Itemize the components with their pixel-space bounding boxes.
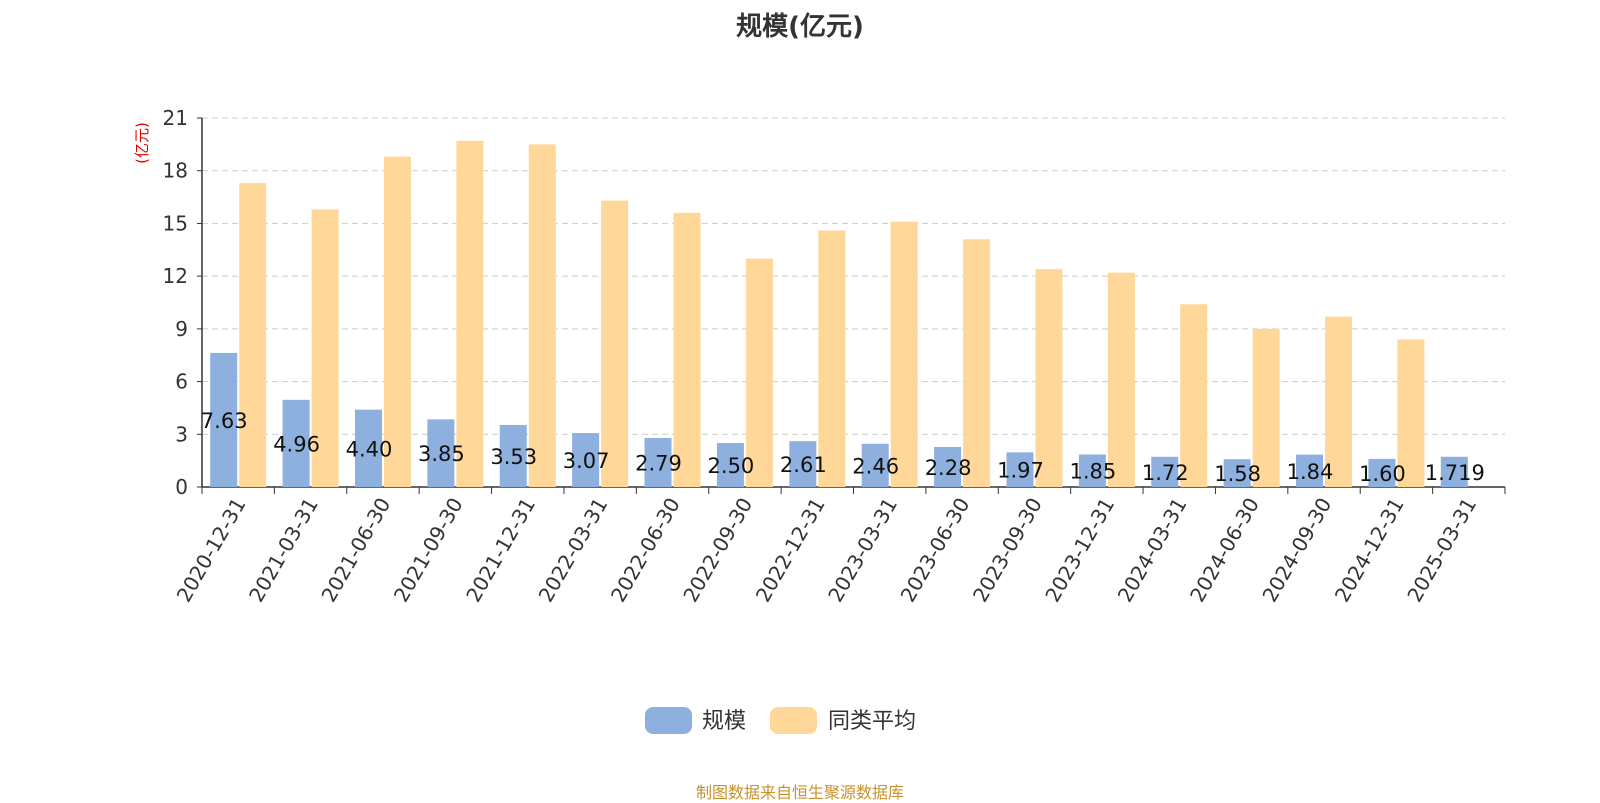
bar-scale	[572, 433, 600, 487]
x-tick-label: 2025-03-31	[1402, 494, 1481, 607]
source-note: 制图数据来自恒生聚源数据库	[695, 783, 904, 802]
bar-scale	[789, 441, 817, 487]
legend-swatch-peer-average	[770, 707, 817, 734]
bar-scale	[210, 352, 238, 487]
y-tick-label: 12	[163, 264, 188, 288]
bar-peer-average	[963, 239, 991, 487]
data-label-scale: 2.50	[708, 454, 755, 478]
bar-scale	[934, 446, 962, 487]
x-tick-label: 2024-09-30	[1257, 494, 1336, 607]
bar-scale	[1296, 454, 1324, 487]
bar-peer-average	[1397, 339, 1425, 487]
y-tick-label: 15	[163, 211, 188, 235]
bar-peer-average	[1180, 304, 1208, 487]
data-label-scale: 1.58	[1214, 462, 1261, 486]
x-tick-label: 2022-12-31	[751, 494, 830, 607]
bar-scale	[354, 409, 382, 487]
x-tick-label: 2022-09-30	[678, 494, 757, 607]
y-tick-label: 3	[175, 422, 188, 446]
bar-peer-average	[673, 212, 701, 487]
data-label-scale: 1.60	[1359, 462, 1406, 486]
x-tick-label: 2021-09-30	[389, 494, 468, 607]
x-tick-label: 2022-06-30	[606, 494, 685, 607]
bar-peer-average	[1035, 269, 1063, 487]
bar-scale	[1078, 454, 1106, 487]
x-tick-label: 2024-12-31	[1330, 494, 1409, 607]
x-tick-label: 2021-03-31	[244, 494, 323, 607]
y-tick-label: 6	[175, 370, 188, 394]
bar-scale	[282, 399, 310, 487]
chart-title: 规模(亿元)	[736, 12, 864, 42]
bar-scale	[427, 419, 455, 487]
data-label-scale: 2.46	[852, 454, 899, 478]
data-label-scale: 3.85	[418, 442, 465, 466]
y-tick-label: 9	[175, 317, 188, 341]
x-tick-label: 2021-06-30	[316, 494, 395, 607]
x-tick-label: 2023-03-31	[823, 494, 902, 607]
bar-peer-average	[383, 156, 411, 487]
bar-peer-average	[1325, 316, 1353, 487]
bar-scale	[1440, 456, 1468, 487]
data-label-scale: 4.40	[346, 437, 393, 461]
bar-peer-average	[601, 200, 629, 488]
bar-scale	[1223, 459, 1251, 487]
y-tick-label: 18	[163, 159, 188, 183]
x-tick-label: 2022-03-31	[534, 494, 613, 607]
bar-scale	[644, 437, 672, 487]
bar-peer-average	[1107, 272, 1135, 487]
data-label-scale: 3.53	[490, 445, 537, 469]
data-label-scale: 4.96	[273, 432, 320, 456]
bar-peer-average	[311, 209, 339, 487]
bar-scale	[861, 443, 889, 487]
bar-peer-average	[1252, 328, 1280, 487]
x-tick-label: 2023-06-30	[896, 494, 975, 607]
bar-peer-average	[745, 258, 773, 487]
bar-peer-average	[528, 144, 556, 487]
y-tick-label: 21	[163, 106, 188, 130]
data-label-scale: 1.719	[1425, 461, 1485, 485]
legend-label-peer-average: 同类平均	[828, 709, 916, 734]
bar-peer-average	[456, 140, 484, 488]
data-label-scale: 1.84	[1287, 460, 1334, 484]
data-label-scale: 2.79	[635, 451, 682, 475]
bar-scale	[499, 424, 527, 487]
y-tick-label: 0	[175, 475, 188, 499]
bar-scale	[716, 443, 744, 487]
data-label-scale: 1.85	[1069, 460, 1116, 484]
bar-scale	[1006, 452, 1034, 487]
x-tick-label: 2024-03-31	[1113, 494, 1192, 607]
x-tick-label: 2023-12-31	[1040, 494, 1119, 607]
legend-swatch-scale	[645, 707, 692, 734]
data-label-scale: 1.72	[1142, 461, 1189, 485]
bar-peer-average	[818, 230, 846, 487]
x-tick-label: 2023-09-30	[968, 494, 1047, 607]
data-label-scale: 3.07	[563, 449, 610, 473]
data-label-scale: 2.28	[925, 456, 972, 480]
x-tick-label: 2021-12-31	[461, 494, 540, 607]
legend-label-scale: 规模	[702, 709, 746, 734]
data-label-scale: 2.61	[780, 453, 827, 477]
data-label-scale: 1.97	[997, 459, 1044, 483]
y-axis-unit-label: (亿元)	[133, 122, 151, 164]
bar-peer-average	[239, 183, 267, 487]
x-tick-label: 2024-06-30	[1185, 494, 1264, 607]
x-tick-label: 2020-12-31	[172, 494, 251, 607]
bar-scale	[1151, 456, 1179, 487]
bar-scale	[1368, 458, 1396, 487]
data-label-scale: 7.63	[201, 409, 248, 433]
bar-peer-average	[890, 221, 918, 487]
